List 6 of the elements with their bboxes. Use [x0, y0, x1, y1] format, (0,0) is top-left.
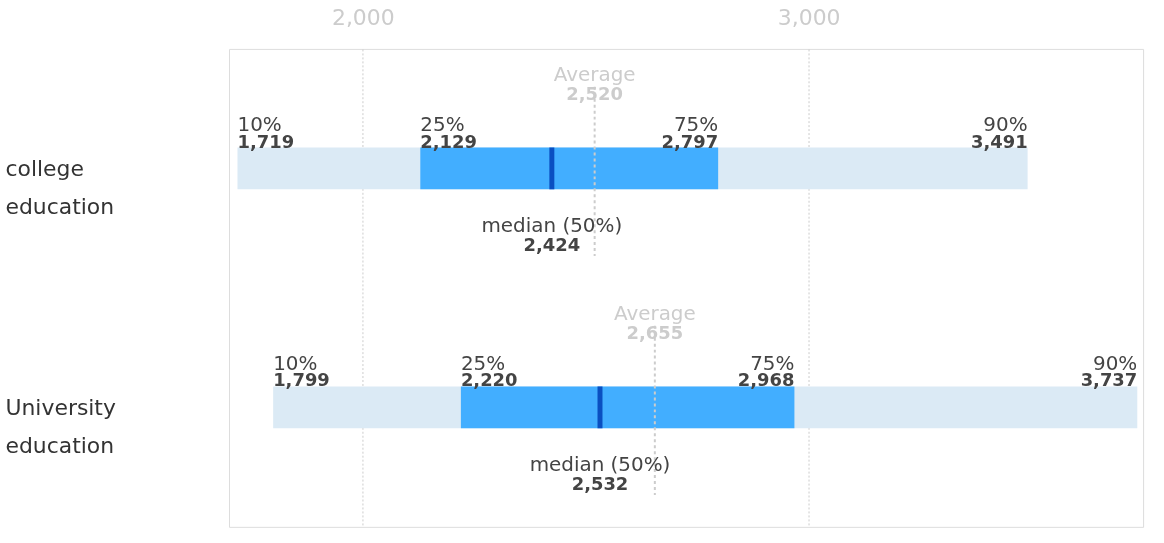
y-tick-label: college education	[5, 155, 115, 219]
annotation: 2,968	[737, 369, 795, 391]
annotation: 2,220	[460, 369, 518, 391]
y-tick-label: University education	[5, 394, 116, 458]
annotation: 1,799	[273, 369, 330, 391]
annotation: 3,737	[1080, 369, 1138, 391]
